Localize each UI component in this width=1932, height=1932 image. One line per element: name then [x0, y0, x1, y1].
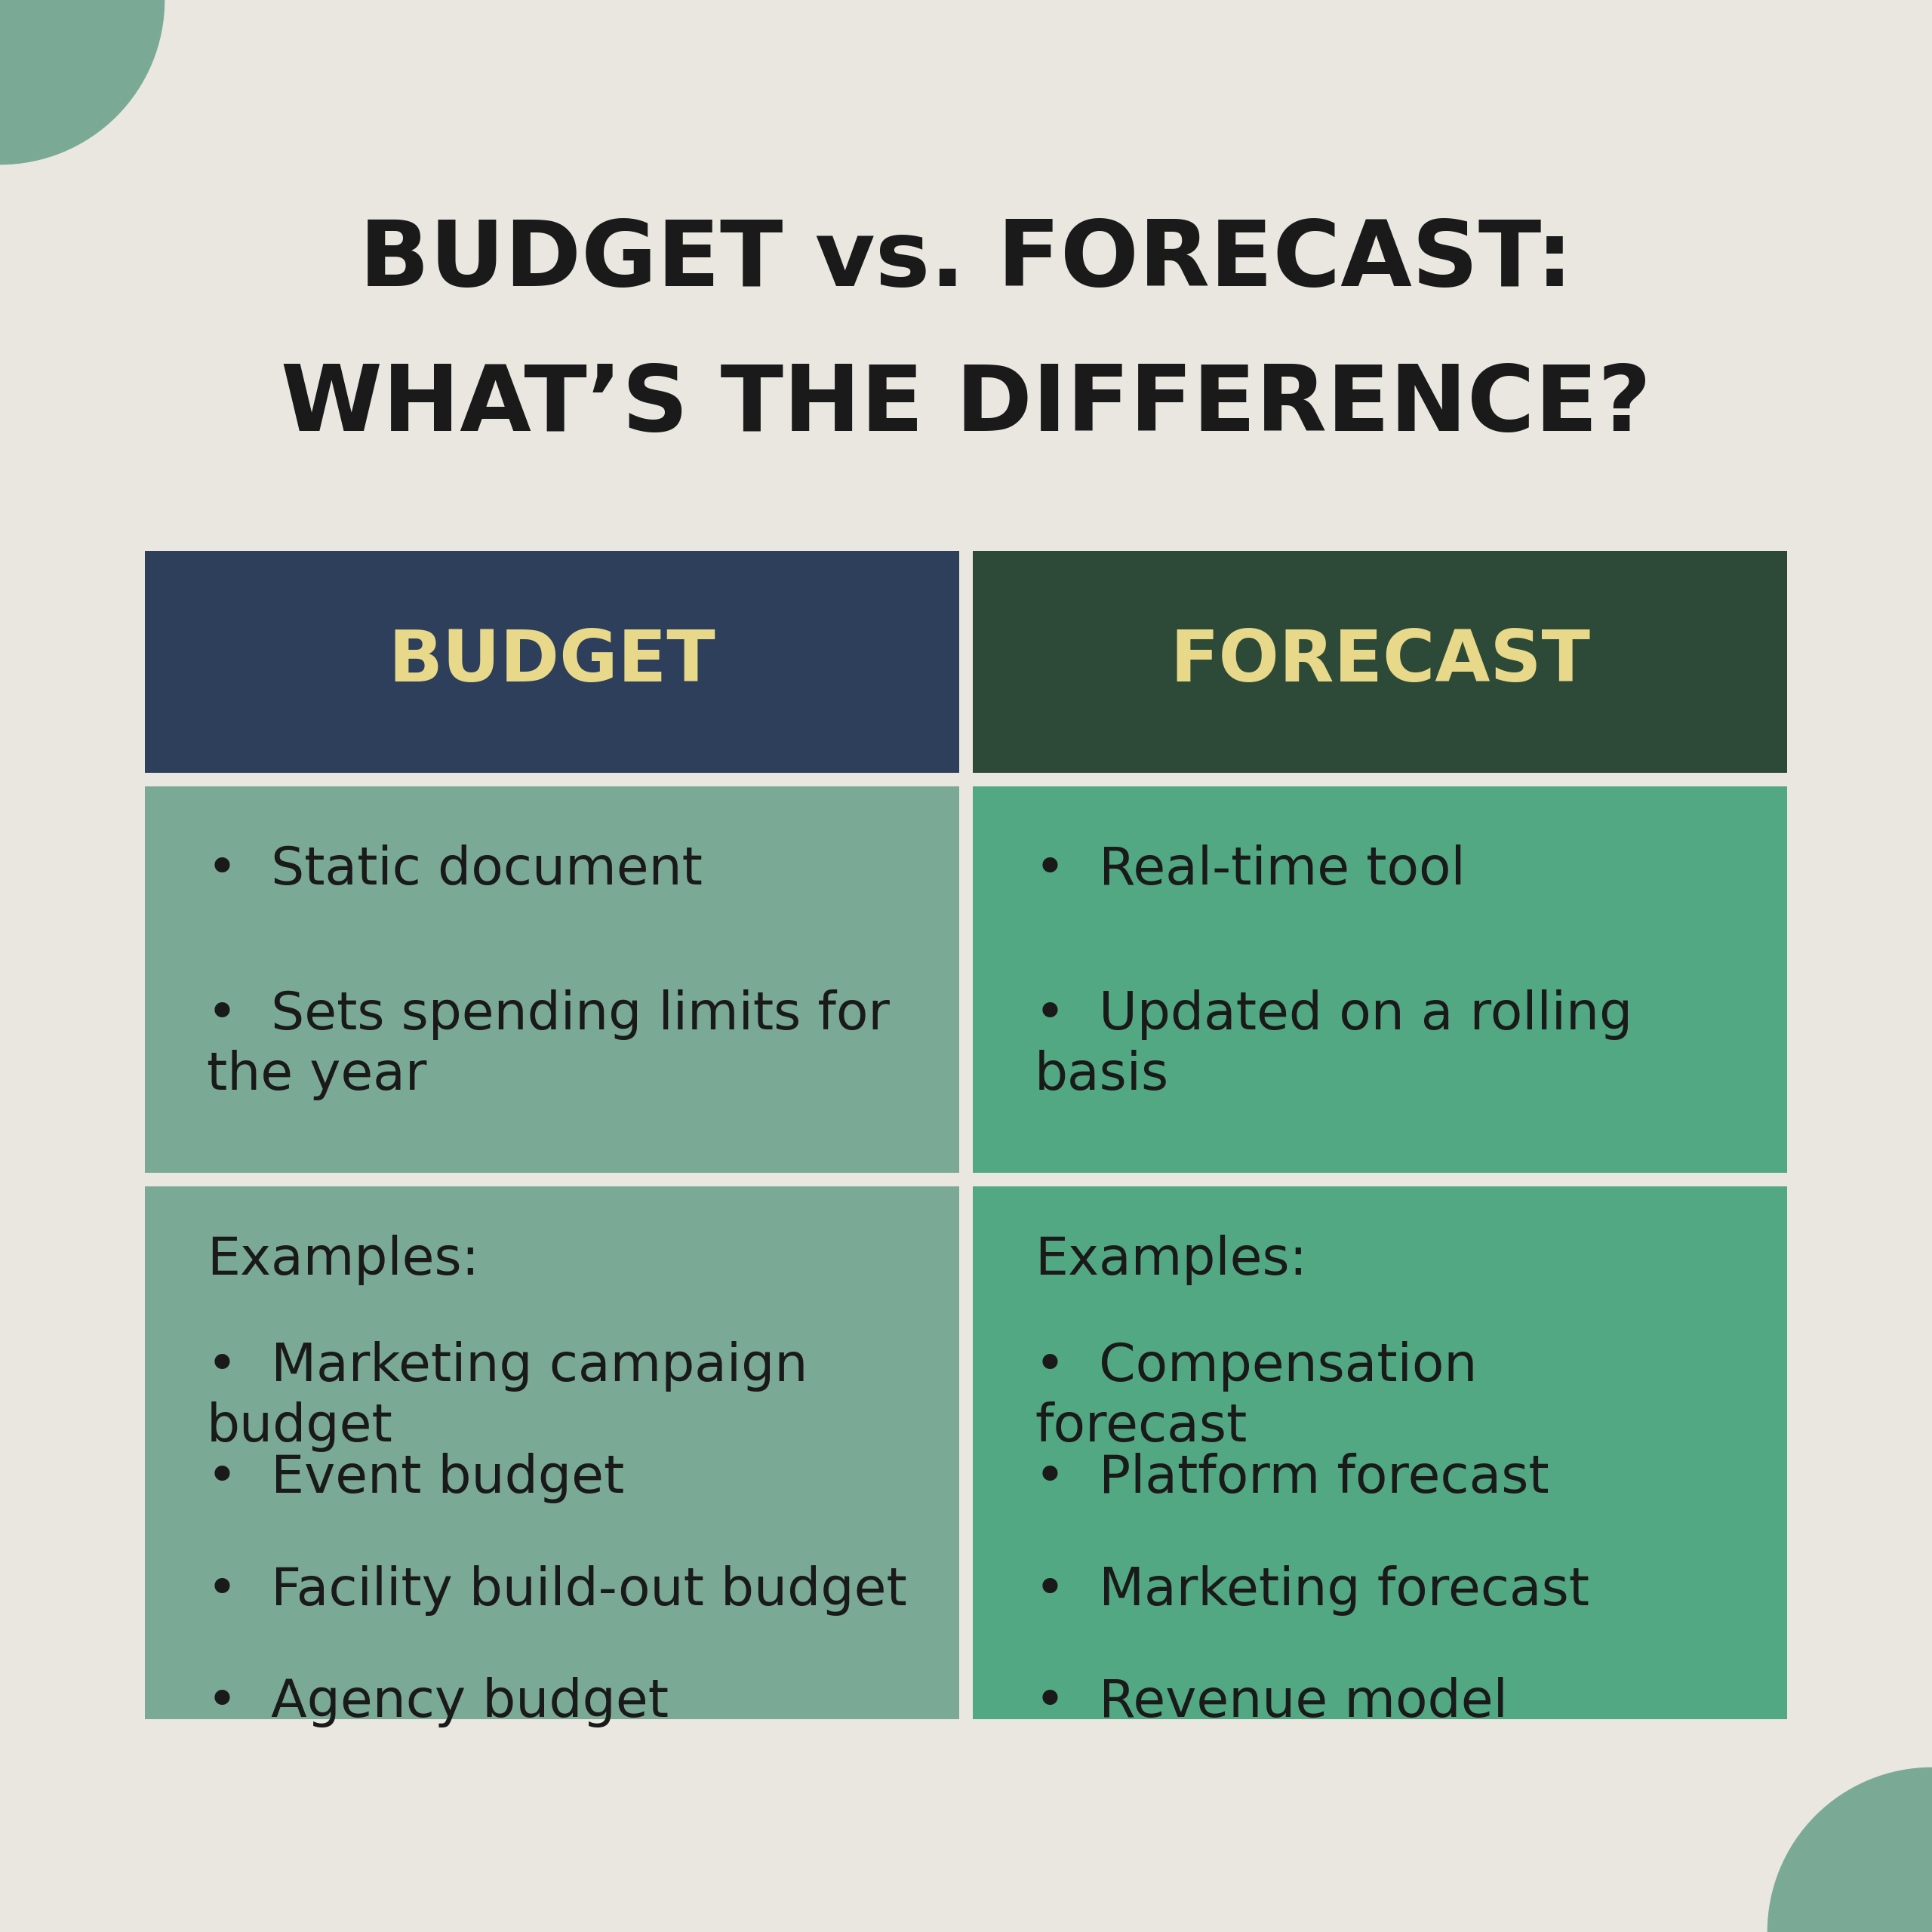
Text: •  Static document: • Static document: [207, 844, 703, 895]
Text: BUDGET vs. FORECAST:: BUDGET vs. FORECAST:: [359, 216, 1573, 305]
Text: •  Agency budget: • Agency budget: [207, 1677, 668, 1727]
Circle shape: [1768, 1768, 1932, 1932]
Text: FORECAST: FORECAST: [1169, 628, 1590, 696]
Text: •  Updated on a rolling
basis: • Updated on a rolling basis: [1036, 989, 1633, 1101]
Text: BUDGET: BUDGET: [388, 628, 715, 696]
FancyBboxPatch shape: [972, 1186, 1787, 1719]
Text: Examples:: Examples:: [207, 1235, 479, 1285]
Text: •  Revenue model: • Revenue model: [1036, 1677, 1507, 1727]
Text: •  Real-time tool: • Real-time tool: [1036, 844, 1464, 895]
Text: WHAT’S THE DIFFERENCE?: WHAT’S THE DIFFERENCE?: [280, 361, 1652, 450]
Text: Examples:: Examples:: [1036, 1235, 1308, 1285]
Text: •  Event budget: • Event budget: [207, 1453, 624, 1503]
Circle shape: [0, 0, 164, 164]
FancyBboxPatch shape: [972, 551, 1787, 773]
FancyBboxPatch shape: [972, 786, 1787, 1173]
Text: •  Platform forecast: • Platform forecast: [1036, 1453, 1549, 1503]
FancyBboxPatch shape: [145, 551, 958, 773]
Text: •  Compensation
forecast: • Compensation forecast: [1036, 1341, 1478, 1453]
Text: •  Marketing forecast: • Marketing forecast: [1036, 1565, 1590, 1615]
FancyBboxPatch shape: [145, 786, 958, 1173]
FancyBboxPatch shape: [145, 1186, 958, 1719]
Text: •  Sets spending limits for
the year: • Sets spending limits for the year: [207, 989, 891, 1101]
Text: •  Marketing campaign
budget: • Marketing campaign budget: [207, 1341, 808, 1453]
Text: •  Facility build-out budget: • Facility build-out budget: [207, 1565, 906, 1615]
